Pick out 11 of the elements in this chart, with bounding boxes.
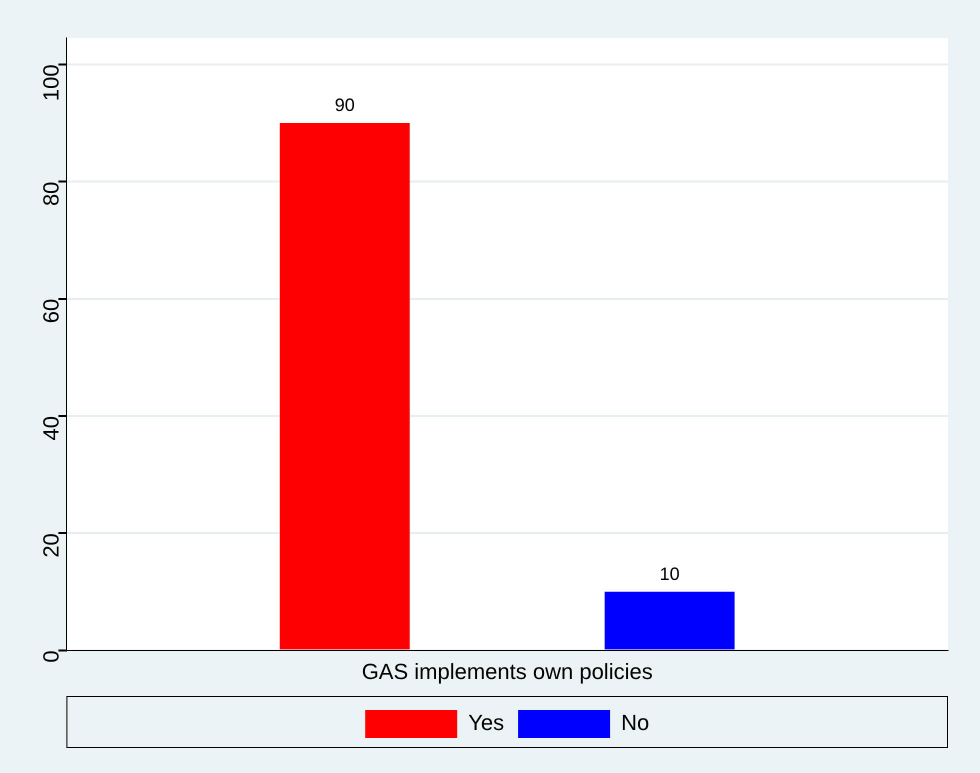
y-tick-label: 100 xyxy=(38,64,64,102)
y-tick-label: 0 xyxy=(38,650,64,663)
y-tick-label: 80 xyxy=(38,182,64,206)
y-tick-label: 60 xyxy=(38,298,64,324)
x-axis-title: GAS implements own policies xyxy=(362,658,653,684)
legend-label: Yes xyxy=(468,710,504,736)
data-label: 90 xyxy=(334,94,355,115)
y-tick-label: 40 xyxy=(38,416,64,440)
y-tick-label: 20 xyxy=(38,533,64,558)
data-label: 10 xyxy=(660,564,680,584)
legend-label: No xyxy=(621,710,650,736)
